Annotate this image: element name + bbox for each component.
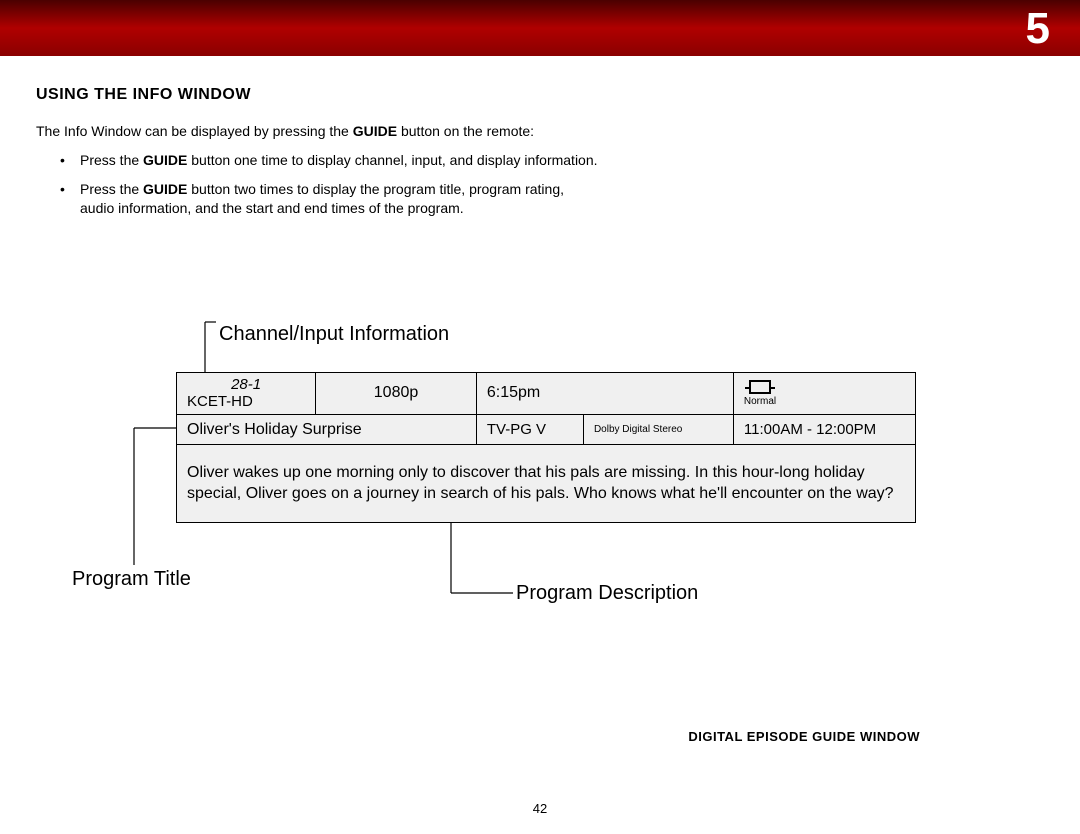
channel-name: KCET-HD: [187, 393, 305, 410]
times-cell: 11:00AM - 12:00PM: [733, 415, 915, 445]
callout-channel: Channel/Input Information: [219, 323, 449, 346]
bullet-list: Press the GUIDE button one time to displ…: [36, 151, 1044, 218]
intro-text: The Info Window can be displayed by pres…: [36, 122, 1044, 141]
page-number: 42: [0, 801, 1080, 816]
bullet-suffix: button one time to display channel, inpu…: [187, 152, 597, 168]
time-cell: 6:15pm: [476, 372, 733, 415]
description-cell: Oliver wakes up one morning only to disc…: [177, 445, 916, 523]
intro-bold: GUIDE: [353, 123, 397, 139]
resolution-cell: 1080p: [316, 372, 477, 415]
bullet-item: Press the GUIDE button two times to disp…: [80, 180, 600, 218]
aspect-cell: Normal: [733, 372, 915, 415]
bullet-prefix: Press the: [80, 181, 143, 197]
callout-program-desc: Program Description: [516, 582, 698, 605]
intro-prefix: The Info Window can be displayed by pres…: [36, 123, 353, 139]
section-title: USING THE INFO WINDOW: [36, 86, 1044, 104]
channel-cell: 28-1KCET-HD: [177, 372, 316, 415]
audio-cell: Dolby Digital Stereo: [583, 415, 733, 445]
bullet-item: Press the GUIDE button one time to displ…: [80, 151, 600, 170]
callout-program-title: Program Title: [72, 568, 191, 591]
channel-number: 28-1: [187, 377, 305, 394]
program-title-cell: Oliver's Holiday Surprise: [177, 415, 477, 445]
chapter-number: 5: [1026, 4, 1050, 54]
rating-cell: TV-PG V: [476, 415, 583, 445]
bullet-bold: GUIDE: [143, 152, 187, 168]
diagram-area: Channel/Input Information Program Title …: [36, 308, 1044, 708]
bullet-prefix: Press the: [80, 152, 143, 168]
aspect-icon: [749, 380, 771, 394]
figure-caption: DIGITAL EPISODE GUIDE WINDOW: [688, 729, 920, 744]
info-window-table: 28-1KCET-HD1080p6:15pmNormalOliver's Hol…: [176, 372, 916, 524]
content-area: USING THE INFO WINDOW The Info Window ca…: [0, 56, 1080, 708]
intro-suffix: button on the remote:: [397, 123, 534, 139]
bullet-bold: GUIDE: [143, 181, 187, 197]
aspect-label: Normal: [744, 396, 776, 407]
top-banner: 5: [0, 0, 1080, 56]
